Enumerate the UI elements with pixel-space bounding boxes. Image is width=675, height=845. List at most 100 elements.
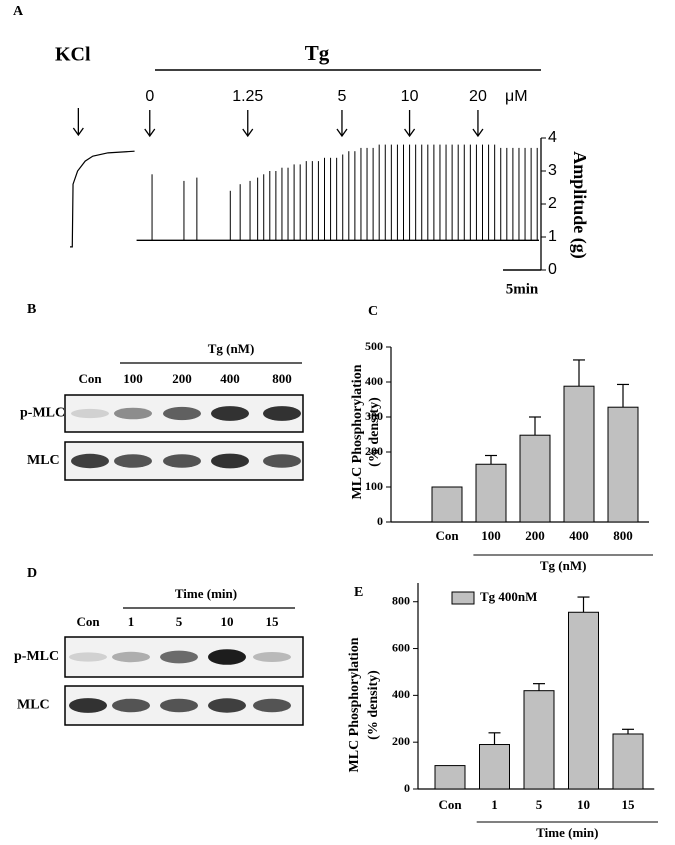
- x-tick-label: 400: [569, 528, 589, 543]
- y-axis-label: Amplitude (g): [569, 151, 590, 259]
- group-label: Tg (nM): [540, 558, 587, 573]
- lane-label: 5: [176, 614, 183, 629]
- blot-band: [163, 454, 201, 468]
- lane-label: 200: [172, 371, 192, 386]
- blot-band: [114, 407, 152, 420]
- bar: [568, 611, 599, 790]
- lane-label: 1: [128, 614, 135, 629]
- bar: [431, 486, 463, 523]
- bar: [523, 690, 555, 790]
- bar: [612, 733, 644, 790]
- blot-band: [69, 698, 107, 713]
- y-tick-label: 2: [548, 195, 557, 212]
- lane-label: 10: [221, 614, 234, 629]
- y-axis-label: MLC Phosphorylation: [347, 637, 362, 772]
- y-tick-label: 800: [392, 593, 410, 607]
- y-tick-label: 4: [548, 129, 557, 146]
- arrow-head: [144, 128, 156, 138]
- dose-label: 0: [145, 88, 154, 105]
- lane-label: 100: [123, 371, 143, 386]
- legend-swatch: [451, 591, 475, 605]
- arrow-head: [72, 127, 84, 137]
- treatment-label: Tg: [305, 41, 330, 65]
- blot-band: [69, 652, 107, 662]
- scale-bar-label: 5min: [506, 281, 539, 297]
- y-tick-label: 500: [365, 339, 383, 353]
- y-axis-label: (% density): [367, 397, 382, 467]
- kcl-trace: [70, 150, 135, 248]
- lane-label: Con: [78, 371, 102, 386]
- lane-label: 15: [266, 614, 280, 629]
- group-label: Time (min): [536, 825, 598, 840]
- x-tick-label: 5: [536, 797, 543, 812]
- panel-label: B: [27, 302, 36, 317]
- y-tick-label: 400: [392, 687, 410, 701]
- lane-label: 400: [220, 371, 240, 386]
- y-tick-label: 3: [548, 162, 557, 179]
- dose-label: 20: [469, 88, 487, 105]
- blot-band: [208, 698, 246, 713]
- blot-band: [208, 649, 246, 665]
- x-tick-label: 15: [622, 797, 636, 812]
- arrow-head: [404, 128, 416, 138]
- x-tick-label: 100: [481, 528, 501, 543]
- arrow-head: [472, 128, 484, 138]
- x-tick-label: 10: [577, 797, 590, 812]
- blot-band: [211, 453, 249, 469]
- y-tick-label: 0: [404, 781, 410, 795]
- dose-label: 10: [401, 88, 419, 105]
- bar: [479, 744, 510, 790]
- row-label: MLC: [27, 453, 60, 468]
- arrow-head: [336, 128, 348, 138]
- x-tick-label: Con: [435, 528, 459, 543]
- y-tick-label: 1: [548, 228, 557, 245]
- blot-band: [211, 406, 249, 421]
- y-tick-label: 300: [365, 409, 383, 423]
- blot-band: [163, 406, 201, 421]
- y-tick-label: 200: [365, 444, 383, 458]
- bar: [607, 406, 639, 523]
- blot-band: [160, 698, 198, 713]
- lane-label: Con: [76, 614, 100, 629]
- x-tick-label: 800: [613, 528, 633, 543]
- y-axis-label: (% density): [366, 670, 381, 740]
- x-tick-label: Con: [438, 797, 462, 812]
- legend-label: Tg 400nM: [480, 589, 537, 604]
- blot-band: [253, 698, 291, 713]
- blot-header: Time (min): [175, 586, 237, 601]
- panel-label: E: [354, 585, 363, 600]
- blot-band: [114, 454, 152, 468]
- bar: [434, 765, 466, 790]
- unit-label: μM: [505, 88, 528, 105]
- blot-band: [112, 698, 150, 713]
- bar: [519, 434, 551, 523]
- y-axis-label: MLC Phosphorylation: [350, 364, 365, 499]
- dose-label: 1.25: [232, 88, 263, 105]
- row-label: p-MLC: [20, 406, 65, 421]
- panel-label: D: [27, 566, 37, 581]
- y-tick-label: 600: [392, 640, 410, 654]
- y-tick-label: 0: [548, 261, 557, 278]
- x-tick-label: 200: [525, 528, 545, 543]
- blot-band: [112, 651, 150, 663]
- row-label: MLC: [17, 698, 50, 713]
- y-tick-label: 400: [365, 374, 383, 388]
- blot-band: [71, 408, 109, 419]
- blot-band: [253, 652, 291, 662]
- dose-label: 5: [338, 88, 347, 105]
- blot-header: Tg (nM): [208, 341, 255, 356]
- y-tick-label: 200: [392, 734, 410, 748]
- arrow-head: [242, 128, 254, 138]
- row-label: p-MLC: [14, 649, 59, 664]
- bar: [475, 463, 507, 523]
- lane-label: 800: [272, 371, 292, 386]
- blot-band: [160, 650, 198, 664]
- x-tick-label: 1: [491, 797, 498, 812]
- y-tick-label: 0: [377, 514, 383, 528]
- kcl-label: KCl: [55, 44, 91, 66]
- y-tick-label: 100: [365, 479, 383, 493]
- blot-band: [263, 406, 301, 421]
- bar: [563, 385, 595, 523]
- panel-label: C: [368, 304, 378, 319]
